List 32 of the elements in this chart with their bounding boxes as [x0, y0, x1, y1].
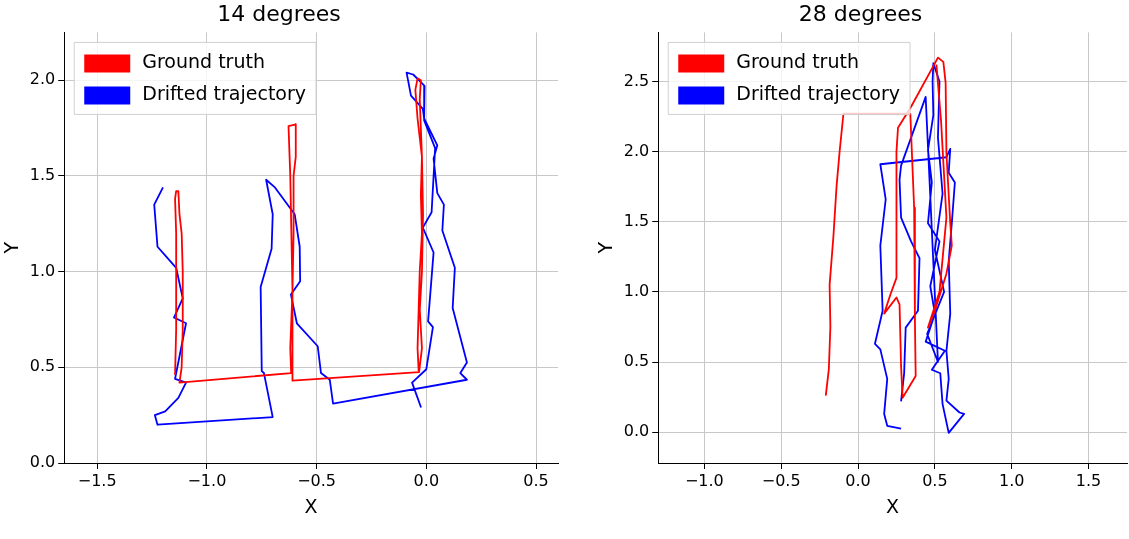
y-tick-label: 1.0	[29, 260, 56, 280]
y-tick-label: 1.5	[29, 165, 56, 185]
legend-label: Drifted trajectory	[142, 82, 307, 105]
x-tick-label: 0.0	[845, 470, 871, 490]
y-tick-label: 0.0	[623, 421, 650, 441]
x-tick-label: 0.0	[413, 470, 440, 490]
y-tick-label: 1.0	[623, 281, 650, 301]
x-tick-label: −1.5	[77, 470, 117, 490]
y-tick-label: 2.0	[29, 69, 56, 89]
y-tick-label: 2.0	[623, 140, 650, 160]
x-tick-label: 0.5	[922, 470, 948, 490]
chart-title: 14 degrees	[217, 0, 341, 26]
y-axis-title: Y	[594, 241, 617, 255]
chart-title: 28 degrees	[798, 0, 923, 26]
x-tick-label: −1.0	[187, 470, 227, 490]
x-tick-label: 1.5	[1075, 470, 1102, 490]
x-tick-label: 0.5	[523, 470, 549, 490]
y-tick-label: 1.5	[623, 210, 650, 230]
legend-label: Ground truth	[142, 50, 265, 73]
x-axis-title: X	[304, 494, 318, 517]
x-tick-label: 1.0	[999, 470, 1025, 490]
y-axis-title: Y	[0, 241, 23, 255]
y-tick-label: 2.5	[623, 70, 650, 90]
x-tick-label: −0.5	[297, 470, 337, 490]
legend-label: Ground truth	[736, 50, 859, 73]
y-tick-label: 0.5	[29, 356, 56, 376]
x-axis-title: X	[886, 494, 900, 517]
legend-label: Drifted trajectory	[736, 82, 901, 105]
y-tick-label: 0.5	[623, 351, 650, 371]
x-tick-label: −0.5	[761, 470, 801, 490]
y-tick-label: 0.0	[29, 452, 56, 472]
x-tick-label: −1.0	[684, 470, 724, 490]
